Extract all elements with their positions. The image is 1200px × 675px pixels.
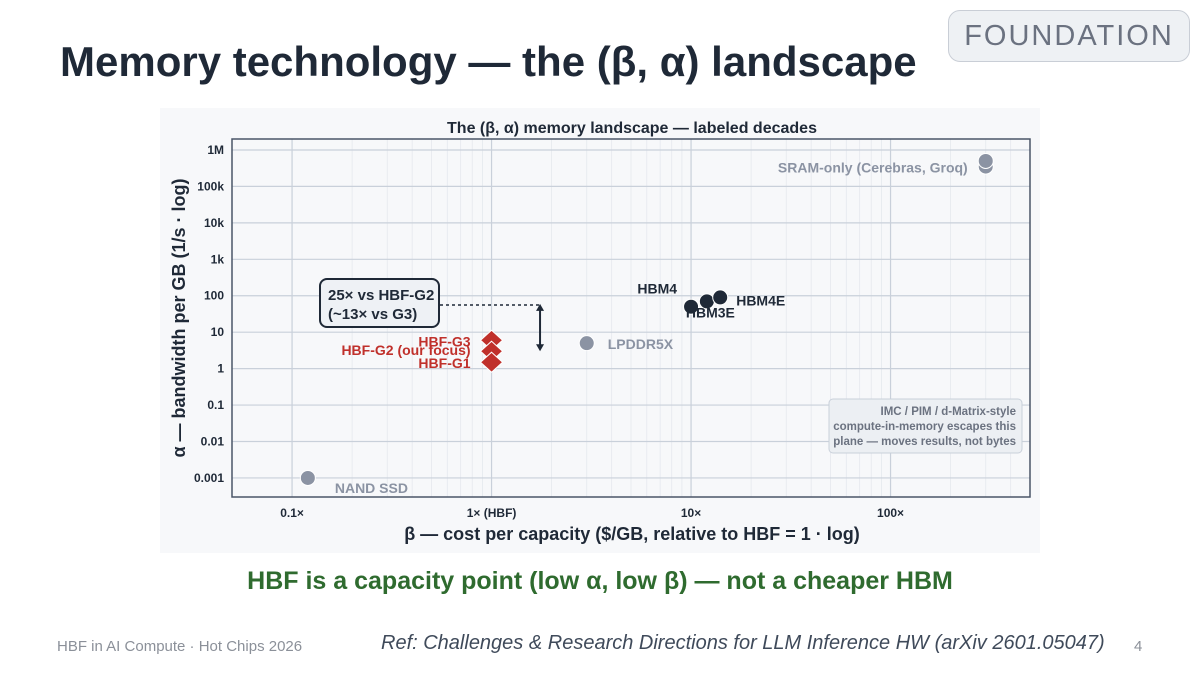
- y-tick-label: 0.01: [201, 435, 225, 449]
- callout-line: 25× vs HBF-G2: [328, 287, 434, 304]
- y-tick-label: 1k: [211, 252, 225, 266]
- y-tick-label: 10k: [204, 216, 224, 230]
- footer-reference: Ref: Challenges & Research Directions fo…: [381, 632, 1105, 654]
- chart-title: The (β, α) memory landscape — labeled de…: [447, 120, 817, 137]
- y-tick-label: 100k: [197, 179, 224, 193]
- gap-arrow-head-up: [536, 303, 545, 311]
- note-line: compute-in-memory escapes this: [833, 421, 1016, 433]
- data-label: HBF-G3: [418, 333, 470, 349]
- y-tick-label: 0.1: [207, 398, 224, 412]
- data-label: LPDDR5X: [608, 336, 674, 352]
- data-label: NAND SSD: [335, 480, 408, 496]
- page-number: 4: [1134, 638, 1143, 655]
- x-tick-label: 0.1×: [280, 506, 304, 520]
- y-tick-label: 10: [211, 325, 225, 339]
- landscape-chart: The (β, α) memory landscape — labeled de…: [160, 108, 1040, 553]
- slide-title: Memory technology — the (β, α) landscape: [60, 38, 917, 85]
- x-axis-label: β — cost per capacity ($/GB, relative to…: [404, 524, 860, 544]
- x-tick-label: 10×: [681, 506, 701, 520]
- callout-box: [319, 278, 440, 328]
- x-tick-label: 100×: [877, 506, 904, 520]
- data-label: SRAM-only (Cerebras, Groq): [778, 160, 968, 176]
- note-box: [828, 398, 1023, 454]
- data-label: HBM4: [637, 281, 677, 297]
- y-tick-label: 100: [204, 289, 224, 303]
- footer-event: HBF in AI Compute · Hot Chips 2026: [57, 638, 303, 655]
- chart-svg: The (β, α) memory landscape — labeled de…: [160, 108, 1040, 553]
- x-tick-label: 1× (HBF): [467, 506, 517, 520]
- y-tick-label: 1M: [207, 143, 224, 157]
- data-point: [977, 152, 994, 169]
- data-point: [683, 298, 700, 315]
- section-badge: FOUNDATION: [948, 10, 1190, 62]
- note-line: IMC / PIM / d-Matrix-style: [881, 406, 1016, 418]
- data-point: [712, 289, 729, 306]
- data-label: HBM4E: [736, 292, 785, 308]
- data-label: HBF-G2 (our focus): [341, 342, 470, 358]
- takeaway-text: HBF is a capacity point (low α, low β) —…: [247, 567, 953, 595]
- gap-arrow-head-down: [536, 344, 545, 352]
- y-tick-label: 0.001: [194, 471, 224, 485]
- y-axis-label: α — bandwidth per GB (1/s · log): [169, 178, 189, 457]
- data-point: [578, 335, 595, 352]
- note-line: plane — moves results, not bytes: [833, 436, 1016, 448]
- data-label: HBF-G1: [418, 355, 470, 371]
- data-label: HBM3E: [686, 304, 735, 320]
- y-tick-label: 1: [217, 362, 224, 376]
- data-point: [299, 469, 316, 486]
- data-point-diamond: [479, 351, 504, 373]
- plot-frame: [231, 138, 1031, 498]
- callout-line: (~13× vs G3): [328, 306, 417, 323]
